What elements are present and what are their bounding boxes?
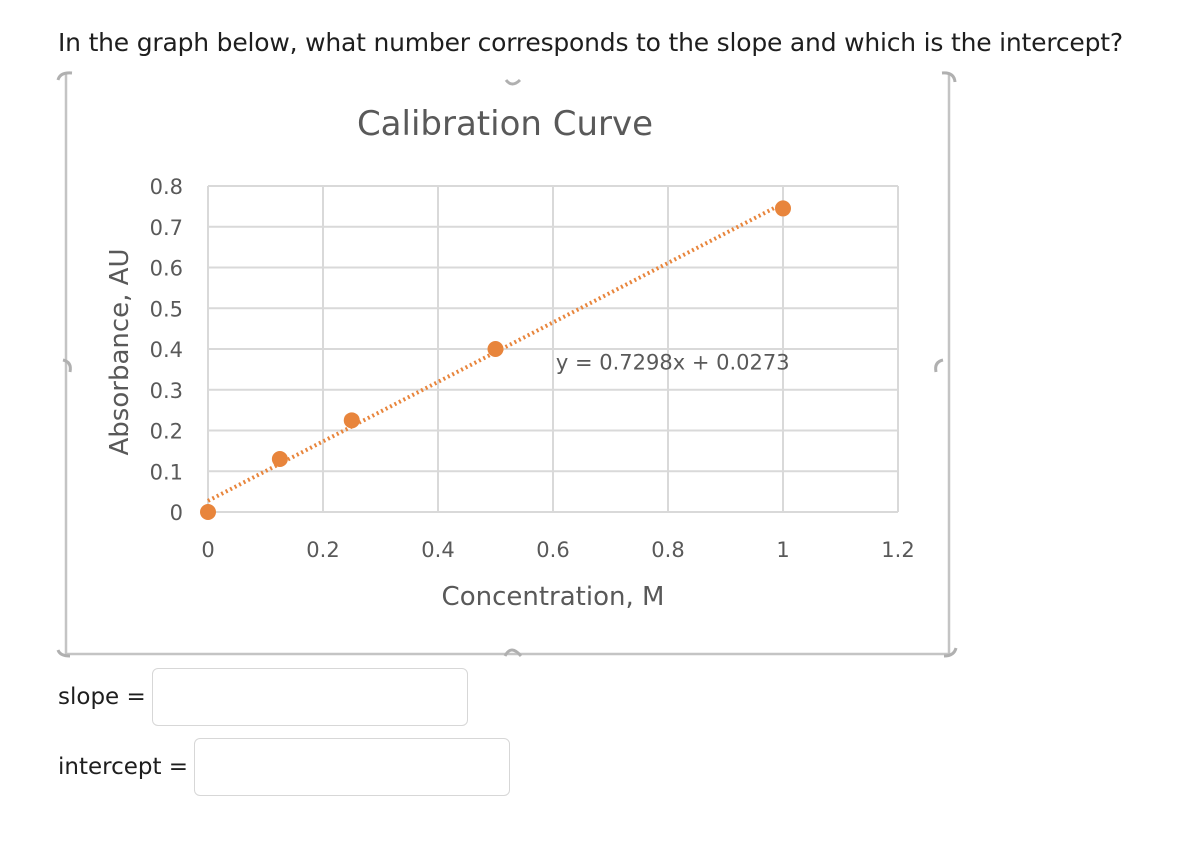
- y-tick-label: 0.8: [150, 175, 183, 199]
- question-text: In the graph below, what number correspo…: [58, 28, 1123, 57]
- chart-frame: [64, 74, 951, 656]
- trendline-equation: y = 0.7298x + 0.0273: [556, 350, 790, 374]
- x-tick-label: 0.8: [651, 538, 684, 562]
- y-axis-label: Absorbance, AU: [105, 249, 135, 456]
- y-tick-label: 0.6: [150, 257, 183, 281]
- x-tick-label: 0.6: [536, 538, 569, 562]
- y-tick-label: 0: [170, 501, 183, 525]
- data-point: [200, 504, 216, 520]
- chart-frame-handles[interactable]: [56, 71, 958, 658]
- data-point: [487, 341, 504, 357]
- x-tick-label: 1: [776, 538, 789, 562]
- intercept-row: intercept =: [58, 738, 511, 796]
- x-tick-label: 0: [201, 538, 214, 562]
- y-tick-label: 0.1: [150, 460, 183, 484]
- x-tick-label: 0.2: [306, 538, 339, 562]
- slope-label: slope =: [58, 684, 146, 710]
- x-tick-label: 1.2: [881, 538, 914, 562]
- slope-input[interactable]: [151, 668, 468, 726]
- y-tick-label: 0.7: [150, 216, 183, 240]
- x-tick-label: 0.4: [421, 538, 454, 562]
- y-tick-label: 0.2: [150, 420, 183, 444]
- y-tick-label: 0.3: [150, 379, 183, 403]
- y-tick-label: 0.5: [150, 297, 183, 321]
- intercept-input[interactable]: [194, 738, 511, 796]
- slope-row: slope =: [58, 668, 468, 726]
- data-point: [343, 412, 360, 429]
- intercept-label: intercept =: [58, 754, 189, 780]
- data-point: [271, 451, 288, 468]
- y-tick-label: 0.4: [150, 338, 183, 362]
- x-axis-label: Concentration, M: [442, 582, 665, 612]
- chart-title: Calibration Curve: [357, 104, 653, 144]
- data-point: [775, 200, 791, 217]
